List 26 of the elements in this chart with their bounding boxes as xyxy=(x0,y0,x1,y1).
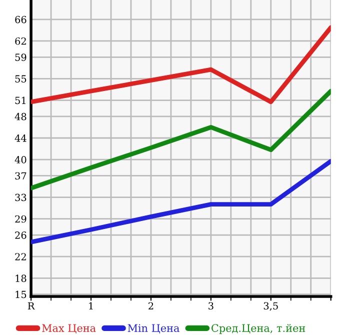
y-tick-label: 59 xyxy=(15,54,26,61)
y-tick-label: 48 xyxy=(14,112,26,120)
line-series xyxy=(31,25,331,104)
y-tick-label: 40 xyxy=(14,156,26,164)
y-tick-label: 62 xyxy=(15,37,26,45)
y-tick-label: 44 xyxy=(14,134,26,142)
x-tick-label: 1 xyxy=(89,302,93,310)
y-tick-label: 33 xyxy=(15,194,26,202)
y-tick-label: 37 xyxy=(15,172,26,180)
x-tick-label: R xyxy=(28,302,35,310)
line-series xyxy=(31,158,331,244)
y-tick-label: 26 xyxy=(15,232,26,239)
y-tick-label: 66 xyxy=(15,16,26,24)
y-tick-label: 51 xyxy=(15,96,26,104)
legend-label: Max Цена xyxy=(42,324,96,334)
x-tick-label: 2 xyxy=(148,302,154,310)
y-tick-label: 29 xyxy=(15,215,26,223)
y-tick-label: 15 xyxy=(16,290,26,298)
line-series xyxy=(31,88,331,190)
y-tick-label: 18 xyxy=(16,274,26,282)
legend-label: Сред.Цена, т.йен xyxy=(212,324,306,334)
legend-label: Min Цена xyxy=(128,324,180,334)
y-tick-label: 55 xyxy=(15,75,26,83)
y-tick-label: 22 xyxy=(15,253,26,260)
x-tick-label: 3,5 xyxy=(264,302,278,311)
x-tick-label: 3 xyxy=(208,302,214,310)
